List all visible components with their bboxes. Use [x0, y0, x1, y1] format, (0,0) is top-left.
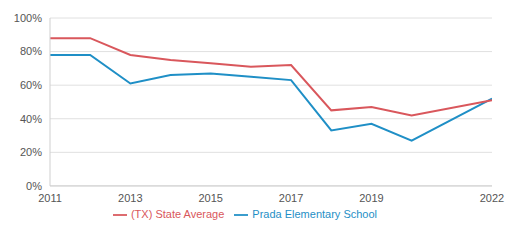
svg-text:20%: 20%	[20, 146, 42, 158]
svg-text:40%: 40%	[20, 113, 42, 125]
svg-text:2022: 2022	[480, 192, 504, 204]
svg-text:2017: 2017	[279, 192, 303, 204]
svg-text:60%: 60%	[20, 79, 42, 91]
svg-text:0%: 0%	[26, 180, 42, 192]
svg-text:2011: 2011	[38, 192, 62, 204]
svg-text:2013: 2013	[118, 192, 142, 204]
svg-text:2019: 2019	[359, 192, 383, 204]
svg-text:2015: 2015	[198, 192, 222, 204]
svg-text:100%: 100%	[14, 12, 42, 24]
html-text:Prada Elementary School: Prada Elementary School	[252, 207, 377, 220]
html-text:(TX) State Average: (TX) State Average	[131, 207, 225, 220]
svg-text:80%: 80%	[20, 45, 42, 57]
